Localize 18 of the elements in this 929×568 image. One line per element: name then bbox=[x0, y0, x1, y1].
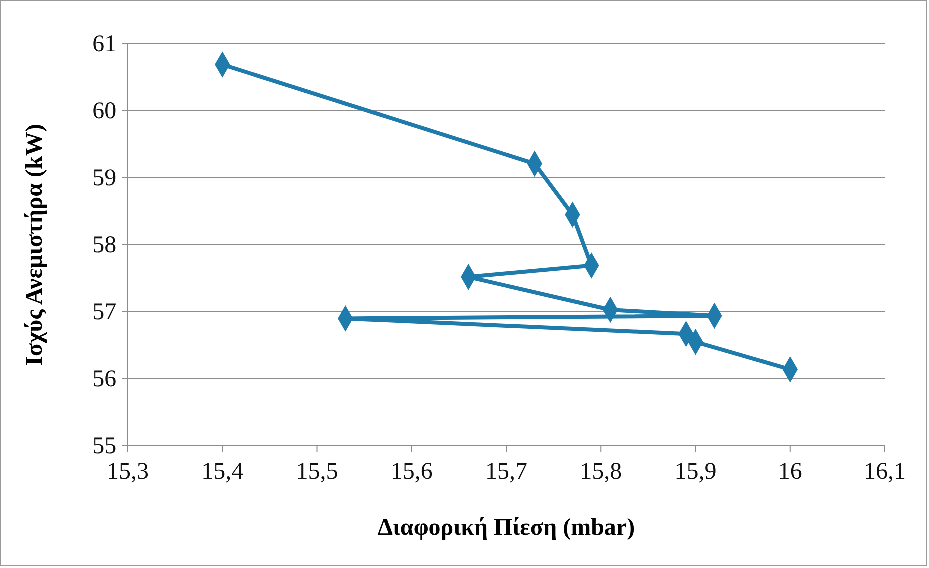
y-axis-title: Ισχύς Ανεμιστήρα (kW) bbox=[22, 124, 48, 366]
y-tick-label: 56 bbox=[92, 366, 117, 393]
y-tick-label: 58 bbox=[92, 232, 117, 259]
y-tick-label: 57 bbox=[92, 300, 117, 326]
x-tick-label: 15,9 bbox=[674, 459, 717, 485]
x-tick-label: 15,7 bbox=[486, 459, 528, 485]
x-tick-label: 15,4 bbox=[202, 459, 244, 485]
x-axis-title: Διαφορική Πίεση (mbar) bbox=[378, 515, 636, 541]
x-tick-label: 16 bbox=[778, 459, 802, 485]
x-tick-label: 15,5 bbox=[296, 459, 338, 485]
y-tick-label: 55 bbox=[92, 434, 117, 460]
y-tick-label: 61 bbox=[92, 32, 117, 58]
x-tick-label: 15,3 bbox=[107, 459, 149, 485]
y-tick-label: 60 bbox=[92, 98, 117, 125]
y-tick-label: 59 bbox=[92, 166, 117, 192]
x-tick-label: 15,8 bbox=[580, 459, 622, 485]
x-tick-label: 15,6 bbox=[390, 459, 433, 485]
x-tick-label: 16,1 bbox=[864, 459, 906, 485]
